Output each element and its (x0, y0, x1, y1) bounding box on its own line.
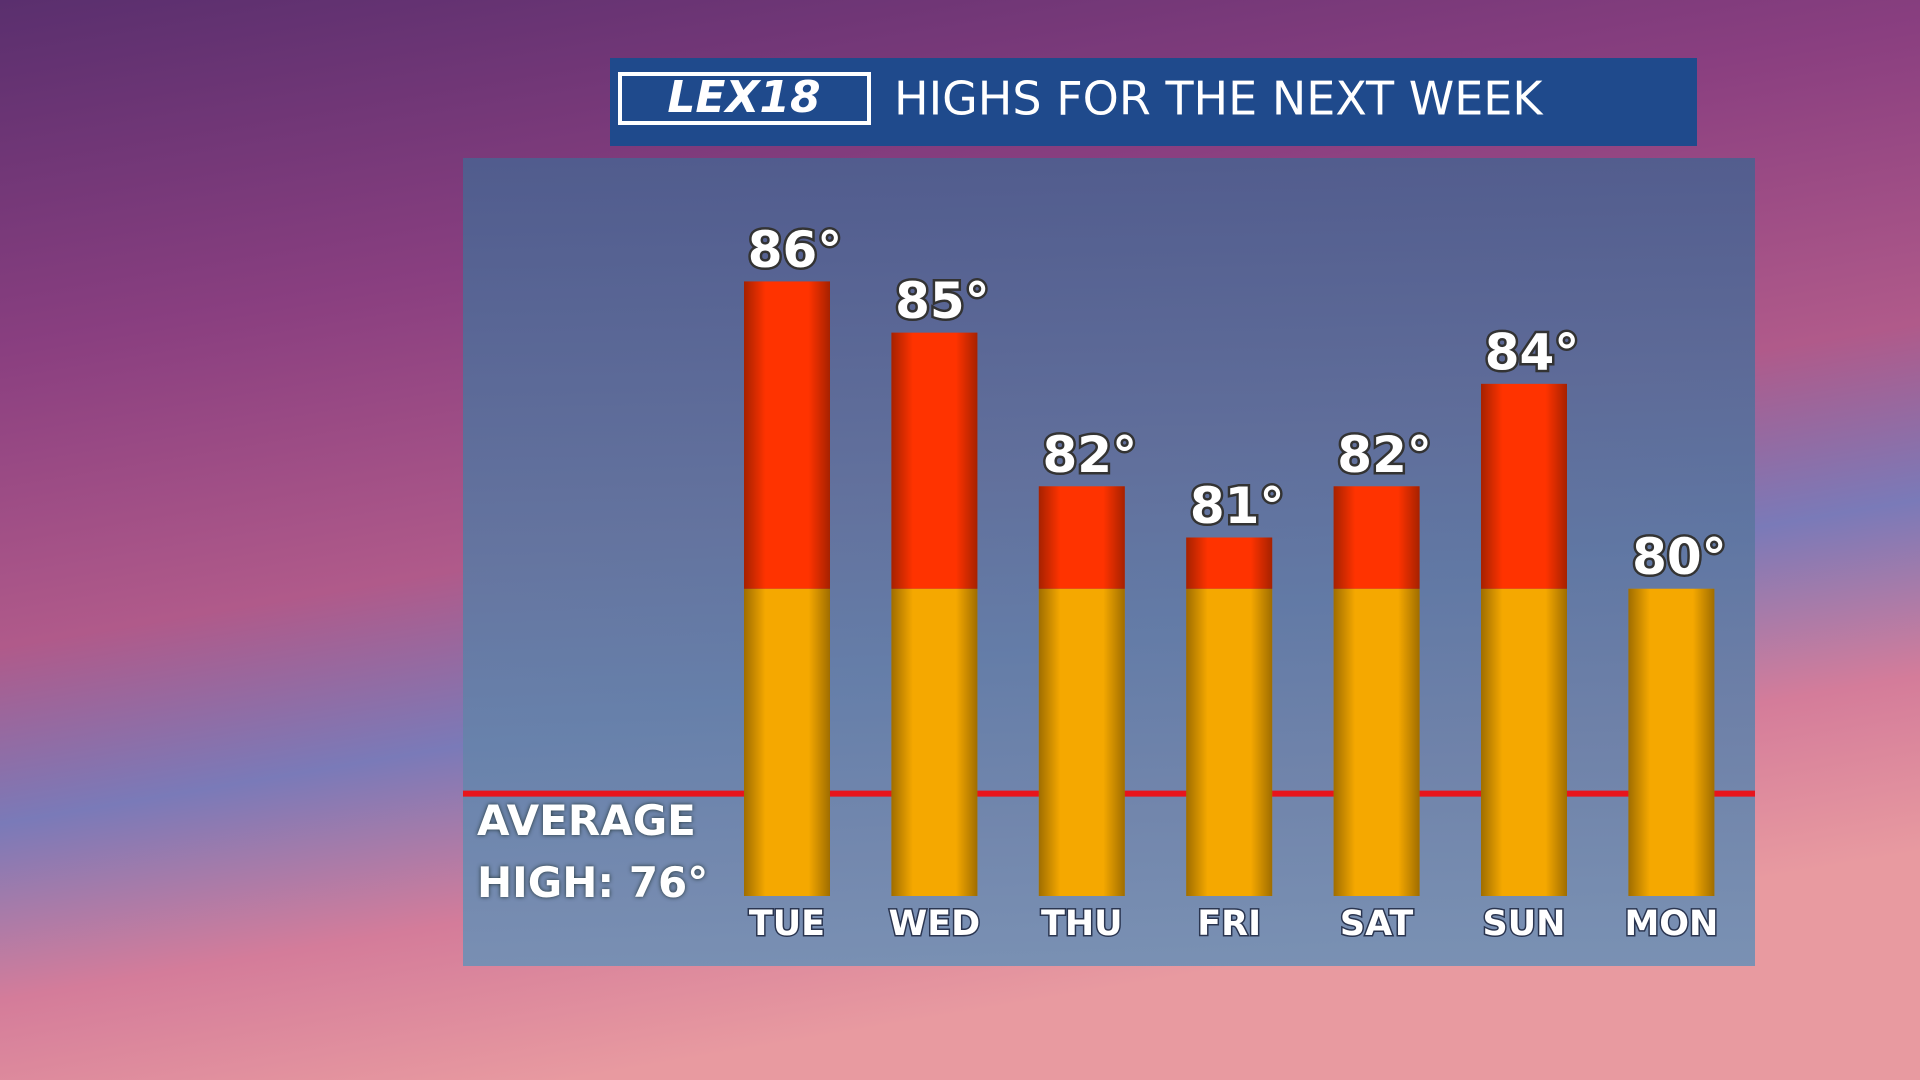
bar-shade (1481, 383, 1567, 896)
bar-shade (1038, 486, 1125, 896)
x-tick-label: TUE (749, 904, 825, 944)
bar-shade (891, 332, 978, 897)
x-tick-label: FRI (1197, 904, 1261, 944)
logo-inner (622, 76, 867, 121)
chart-title: HIGHS FOR THE NEXT WEEK (894, 72, 1544, 126)
average-label: AVERAGE HIGH: 76° (477, 796, 709, 907)
x-tick-label: SAT (1340, 904, 1414, 944)
bar-shade (1333, 486, 1420, 896)
x-tick-label: MON (1624, 904, 1718, 944)
x-tick-label: SUN (1483, 904, 1566, 944)
logo: LEX18 (667, 72, 820, 123)
value-label: 81° (1190, 477, 1285, 535)
value-label: 80° (1632, 528, 1727, 586)
value-label: 86° (748, 221, 843, 279)
x-tick-label: WED (889, 904, 981, 944)
x-tick-label: THU (1041, 904, 1123, 944)
value-label: 84° (1485, 323, 1580, 381)
bar-shade (1186, 537, 1273, 896)
value-label: 82° (1043, 426, 1138, 484)
value-label: 85° (895, 272, 990, 330)
bar-shade (744, 281, 830, 896)
bar-shade (1628, 588, 1715, 896)
value-label: 82° (1337, 426, 1432, 484)
